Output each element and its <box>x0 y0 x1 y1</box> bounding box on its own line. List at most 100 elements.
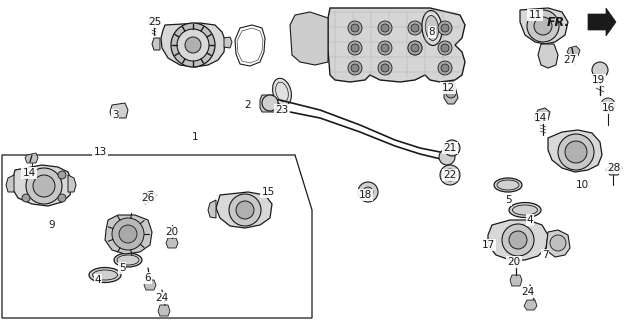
Text: 5: 5 <box>119 263 125 273</box>
Polygon shape <box>290 12 328 65</box>
Text: 28: 28 <box>608 163 621 173</box>
Circle shape <box>411 44 419 52</box>
Text: 14: 14 <box>533 113 547 123</box>
Circle shape <box>565 141 587 163</box>
Text: 11: 11 <box>528 10 542 20</box>
Ellipse shape <box>426 16 439 40</box>
Circle shape <box>177 29 209 61</box>
Ellipse shape <box>422 11 442 45</box>
Circle shape <box>527 10 559 42</box>
Circle shape <box>171 23 215 67</box>
Circle shape <box>441 44 449 52</box>
Text: 1: 1 <box>192 132 198 142</box>
Circle shape <box>381 64 389 72</box>
Circle shape <box>439 149 455 165</box>
Circle shape <box>22 171 30 179</box>
Circle shape <box>22 194 30 202</box>
Text: 3: 3 <box>112 110 118 120</box>
Polygon shape <box>141 191 156 204</box>
Polygon shape <box>144 280 156 290</box>
Text: 22: 22 <box>443 170 457 180</box>
Polygon shape <box>166 238 178 248</box>
Circle shape <box>411 24 419 32</box>
Circle shape <box>348 61 362 75</box>
Circle shape <box>444 169 456 181</box>
Circle shape <box>363 187 373 197</box>
Text: 2: 2 <box>245 100 251 110</box>
Text: 7: 7 <box>542 250 548 260</box>
Polygon shape <box>6 175 14 192</box>
Text: 19: 19 <box>591 75 604 85</box>
Text: 6: 6 <box>145 273 151 283</box>
Polygon shape <box>534 108 550 122</box>
Circle shape <box>112 218 144 250</box>
Text: 18: 18 <box>358 190 372 200</box>
Text: 9: 9 <box>49 220 56 230</box>
Text: 16: 16 <box>601 103 614 113</box>
Polygon shape <box>68 175 76 192</box>
Text: 26: 26 <box>141 193 154 203</box>
Circle shape <box>262 95 278 111</box>
Circle shape <box>185 37 201 53</box>
Circle shape <box>550 235 566 251</box>
Text: 20: 20 <box>508 257 521 267</box>
Circle shape <box>408 21 422 35</box>
Text: 10: 10 <box>576 180 589 190</box>
Circle shape <box>58 194 66 202</box>
Polygon shape <box>510 275 522 286</box>
Text: 4: 4 <box>95 275 101 285</box>
Text: 25: 25 <box>148 17 162 27</box>
Circle shape <box>378 61 392 75</box>
Circle shape <box>438 61 452 75</box>
Polygon shape <box>152 38 160 50</box>
Circle shape <box>26 168 62 204</box>
Polygon shape <box>538 44 558 68</box>
Circle shape <box>448 144 456 152</box>
Circle shape <box>444 140 460 156</box>
Polygon shape <box>105 215 152 254</box>
Circle shape <box>348 21 362 35</box>
Polygon shape <box>208 200 216 218</box>
Circle shape <box>348 41 362 55</box>
Polygon shape <box>12 165 72 206</box>
Circle shape <box>236 201 254 219</box>
Text: 21: 21 <box>443 143 457 153</box>
Circle shape <box>351 64 359 72</box>
Text: 20: 20 <box>166 227 179 237</box>
Circle shape <box>441 64 449 72</box>
Ellipse shape <box>494 178 522 192</box>
Circle shape <box>408 41 422 55</box>
Text: FR.: FR. <box>547 15 570 28</box>
Polygon shape <box>161 23 225 67</box>
Circle shape <box>351 44 359 52</box>
Text: 12: 12 <box>441 83 454 93</box>
Polygon shape <box>588 8 616 36</box>
Circle shape <box>378 21 392 35</box>
Ellipse shape <box>509 203 541 218</box>
Circle shape <box>358 182 378 202</box>
Polygon shape <box>224 37 232 48</box>
Polygon shape <box>548 130 602 172</box>
Circle shape <box>534 17 552 35</box>
Polygon shape <box>567 46 580 56</box>
Ellipse shape <box>89 268 121 283</box>
Polygon shape <box>158 305 170 316</box>
Text: 24: 24 <box>521 287 534 297</box>
Polygon shape <box>520 8 568 44</box>
Polygon shape <box>606 163 622 175</box>
Text: 5: 5 <box>505 195 511 205</box>
Circle shape <box>408 41 422 55</box>
Circle shape <box>438 41 452 55</box>
Polygon shape <box>25 153 38 163</box>
Circle shape <box>381 44 389 52</box>
Circle shape <box>438 21 452 35</box>
Ellipse shape <box>272 78 291 106</box>
Circle shape <box>592 62 608 78</box>
Polygon shape <box>328 8 465 82</box>
Circle shape <box>509 231 527 249</box>
Circle shape <box>601 98 615 112</box>
Circle shape <box>411 44 419 52</box>
Polygon shape <box>148 18 160 24</box>
Text: 15: 15 <box>261 187 274 197</box>
Polygon shape <box>488 220 548 260</box>
